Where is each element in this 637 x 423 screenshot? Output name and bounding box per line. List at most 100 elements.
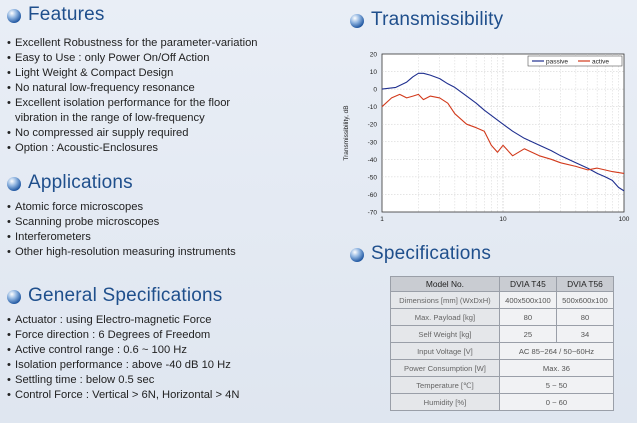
specifications-table: Model No. DVIA T45 DVIA T56 Dimensions [mm]…	[390, 276, 615, 411]
list-item-text: Actuator : using Electro-magnetic Force	[15, 314, 212, 326]
list-item: • Other high-resolution measuring instrum…	[7, 246, 236, 258]
list-item: • Interferometers	[7, 231, 91, 243]
y-tick-label: -40	[368, 157, 378, 164]
x-tick-label: 100	[619, 216, 630, 223]
row-value: 5 ~ 50	[498, 376, 615, 394]
list-item: • Excellent isolation performance for the…	[7, 97, 231, 109]
y-tick-label: -20	[368, 122, 378, 129]
bullet-ball-icon	[350, 248, 364, 262]
table-header-cell: DVIA T45	[498, 276, 557, 292]
list-item: • Atomic force microscopes	[7, 201, 144, 213]
series-line-passive	[381, 72, 625, 192]
row-value: AC 85~264 / 50~60Hz	[498, 342, 615, 360]
y-tick-label: 20	[370, 52, 378, 59]
list-item: • Scanning probe microscopes	[7, 216, 160, 228]
row-value: Max. 36	[498, 359, 615, 377]
table-row: Max. Payload [kg] 80 80	[390, 308, 615, 326]
row-value: 34	[555, 325, 615, 343]
row-label: Input Voltage [V]	[390, 342, 500, 360]
y-tick-label: 0	[373, 87, 377, 94]
specifications-heading: Specifications	[350, 243, 491, 265]
table-row: Power Consumption [W] Max. 36	[390, 359, 615, 377]
x-tick-label: 1	[380, 216, 384, 223]
list-item-text: Atomic force microscopes	[15, 201, 144, 213]
y-tick-label: -10	[368, 104, 378, 111]
list-item-text: Control Force : Vertical > 6N, Horizonta…	[15, 389, 240, 401]
list-item: • Settling time : below 0.5 sec	[7, 374, 155, 386]
row-value: 0 ~ 60	[498, 393, 615, 411]
row-label: Self Weight [kg]	[390, 325, 500, 343]
bullet-ball-icon	[350, 14, 364, 28]
list-item-text: Force direction : 6 Degrees of Freedom	[15, 329, 211, 341]
general-heading: General Specifications	[7, 285, 223, 307]
table-header-cell: DVIA T56	[555, 276, 615, 292]
list-item-text: Interferometers	[15, 231, 91, 243]
applications-heading: Applications	[7, 172, 133, 194]
list-item-text: Excellent Robustness for the parameter-v…	[15, 37, 258, 49]
list-item: • Force direction : 6 Degrees of Freedom	[7, 329, 211, 341]
list-item: • Option : Acoustic-Enclosures	[7, 142, 159, 154]
table-header-cell: Model No.	[390, 276, 500, 292]
y-tick-label: -30	[368, 139, 378, 146]
list-item-text: Light Weight & Compact Design	[15, 67, 174, 79]
series-line-active	[381, 93, 625, 174]
list-item: • Control Force : Vertical > 6N, Horizont…	[7, 389, 240, 401]
y-tick-label: -60	[368, 192, 378, 199]
row-value: 400x500x100	[498, 291, 557, 309]
list-item-text: Easy to Use : only Power On/Off Action	[15, 52, 210, 64]
applications-title: Applications	[28, 172, 133, 193]
row-label: Max. Payload [kg]	[390, 308, 500, 326]
row-value: 500x600x100	[555, 291, 615, 309]
y-tick-label: -70	[368, 210, 378, 217]
row-value: 80	[498, 308, 557, 326]
list-item: • Excellent Robustness for the parameter-…	[7, 37, 258, 49]
x-tick-label: 10	[499, 216, 507, 223]
list-item-text: Excellent isolation performance for the …	[15, 97, 231, 109]
list-item: • No compressed air supply required	[7, 127, 189, 139]
features-heading: Features	[7, 4, 105, 26]
general-title: General Specifications	[28, 285, 223, 306]
list-item: • Actuator : using Electro-magnetic Force	[7, 314, 212, 326]
table-row: Temperature [℃] 5 ~ 50	[390, 376, 615, 394]
bullet-ball-icon	[7, 9, 21, 23]
legend-box	[527, 55, 623, 67]
row-label: Power Consumption [W]	[390, 359, 500, 377]
row-label: Temperature [℃]	[390, 376, 500, 394]
list-item: • Easy to Use : only Power On/Off Action	[7, 52, 210, 64]
list-item-text: No compressed air supply required	[15, 127, 189, 139]
list-item: vibration in the range of low-frequency	[7, 111, 258, 126]
row-label: Dimensions [mm] (WxDxH)	[390, 291, 500, 309]
y-tick-label: 10	[370, 69, 378, 76]
table-row: Dimensions [mm] (WxDxH) 400x500x100 500x60…	[390, 291, 615, 309]
list-item-text: No natural low-frequency resonance	[15, 82, 195, 94]
legend-label: passive	[546, 59, 568, 66]
row-value: 80	[555, 308, 615, 326]
bullet-ball-icon	[7, 177, 21, 191]
y-tick-label: -50	[368, 174, 378, 181]
list-item-text: vibration in the range of low-frequency	[15, 112, 205, 124]
transmissibility-chart: 20 10 0 -10 -20 -30 -40 -50 -60 -70 1 10 100 Transmis…	[336, 42, 636, 239]
list-item: • Active control range : 0.6 ~ 100 Hz	[7, 344, 187, 356]
list-item-text: Settling time : below 0.5 sec	[15, 374, 155, 386]
list-item: • Isolation performance : above -40 dB 10…	[7, 359, 231, 371]
applications-list: • Atomic force microscopes • Scanning probe…	[7, 200, 236, 260]
transmissibility-title: Transmissibility	[371, 9, 504, 30]
list-item-text: Other high-resolution measuring instrume…	[15, 246, 236, 258]
features-title: Features	[28, 4, 105, 25]
legend-label: active	[592, 59, 609, 66]
row-value: 25	[498, 325, 557, 343]
specifications-title: Specifications	[371, 243, 492, 264]
list-item: • No natural low-frequency resonance	[7, 82, 195, 94]
table-row: Humidity [%] 0 ~ 60	[390, 393, 615, 411]
list-item-text: Option : Acoustic-Enclosures	[15, 142, 159, 154]
row-label: Humidity [%]	[390, 393, 500, 411]
general-list: • Actuator : using Electro-magnetic Force…	[7, 313, 239, 403]
list-item-text: Isolation performance : above -40 dB 10 …	[15, 359, 231, 371]
features-list: • Excellent Robustness for the parameter-…	[7, 36, 258, 156]
table-row: Input Voltage [V] AC 85~264 / 50~60Hz	[390, 342, 615, 360]
table-row: Self Weight [kg] 25 34	[390, 325, 615, 343]
list-item: • Light Weight & Compact Design	[7, 67, 174, 79]
bullet-ball-icon	[7, 290, 21, 304]
transmissibility-heading: Transmissibility	[350, 9, 503, 31]
